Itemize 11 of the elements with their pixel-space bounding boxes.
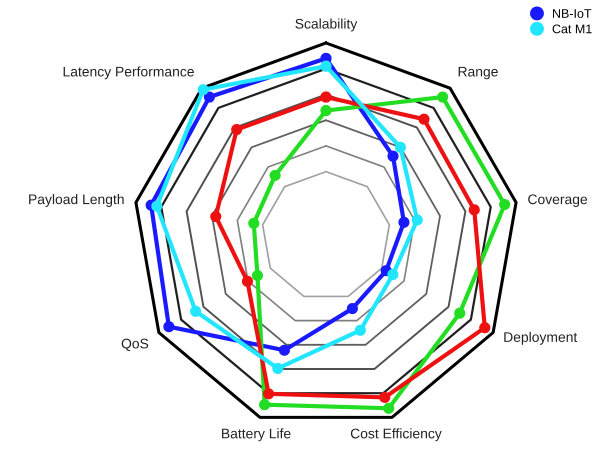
spoke-label: Battery Life (222, 428, 291, 442)
legend-label: Cat M1 (552, 24, 592, 34)
spoke-label: Coverage (528, 194, 588, 207)
legend-label: NB-IoT (552, 9, 592, 18)
spoke-label: Range (458, 66, 498, 80)
spoke-label: Deployment (504, 332, 578, 345)
spoke-label: Payload Length (29, 194, 124, 207)
spoke-label: Cost Efficiency (350, 428, 442, 442)
spoke-label: Latency Performance (64, 66, 194, 80)
spoke-label: Scalability (295, 18, 358, 32)
spoke-label: QoS (122, 338, 148, 351)
